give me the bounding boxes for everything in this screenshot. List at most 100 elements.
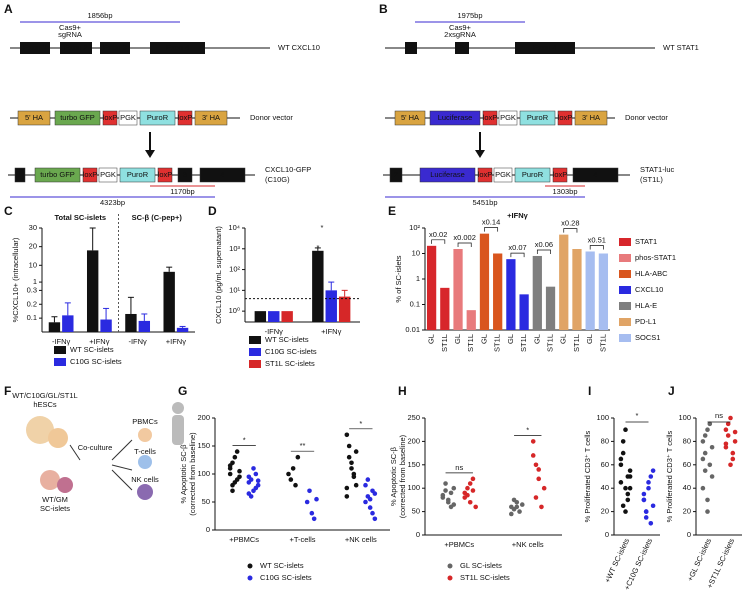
part-label: Luciferase xyxy=(438,113,473,122)
significance: ns xyxy=(715,411,723,420)
part-label: loxP xyxy=(483,113,498,122)
data-point xyxy=(530,439,536,444)
y-tick-label: 10⁰ xyxy=(229,306,240,315)
edited-part xyxy=(552,167,568,183)
bar xyxy=(176,327,189,332)
legend-marker xyxy=(249,336,261,344)
data-point xyxy=(536,467,542,472)
legend-label: C10G SC-islets xyxy=(70,357,122,366)
vector-name: Donor vector xyxy=(250,113,293,122)
exon-label: Exon 3 xyxy=(103,43,126,52)
data-point xyxy=(728,462,733,468)
y-tick-label: 60 xyxy=(683,460,691,469)
part-label: PGK xyxy=(500,113,516,122)
data-point xyxy=(700,485,706,491)
bracket xyxy=(510,252,525,258)
y-tick-label: 0 xyxy=(206,525,210,534)
part-label: 4 xyxy=(593,170,597,179)
legend-label: WT SC-islets xyxy=(265,335,309,344)
allele-name: (C10G) xyxy=(265,175,290,184)
size-label: 1856bp xyxy=(87,11,112,20)
y-axis-label: % Apoptotic SC-β xyxy=(389,446,398,506)
y-axis-label: % Proliferated CD3⁺ T cells xyxy=(583,430,592,522)
cas9-label: sgRNA xyxy=(58,30,82,39)
y-tick-label: 10⁴ xyxy=(228,223,240,232)
legend-marker xyxy=(619,238,631,246)
bar xyxy=(281,311,293,322)
part-label: 3' HA xyxy=(202,113,220,122)
y-tick-label: 200 xyxy=(197,413,210,422)
y-tick-label: 10¹ xyxy=(229,285,240,294)
data-point xyxy=(445,497,451,503)
data-point xyxy=(650,503,656,509)
donor-part xyxy=(177,110,193,126)
edited-part xyxy=(199,167,246,183)
data-point xyxy=(646,485,651,491)
data-point xyxy=(367,505,373,510)
significance: ** xyxy=(300,441,306,450)
allele-name: CXCL10-GFP xyxy=(265,165,311,174)
data-point xyxy=(234,477,240,482)
x-tick-label: +PBMCs xyxy=(444,540,474,549)
y-tick-label: 80 xyxy=(683,436,691,445)
exon-label: Exon 2 xyxy=(64,43,87,52)
size-label: 5451bp xyxy=(472,198,497,207)
part-label: PuroR xyxy=(527,113,549,122)
data-point xyxy=(725,421,731,427)
fold-label: x0.51 xyxy=(588,235,606,244)
data-point xyxy=(255,478,261,484)
legend-label: ST1L SC-islets xyxy=(460,573,510,582)
y-axis-label: % of SC-islets xyxy=(394,255,403,302)
data-point xyxy=(646,480,651,485)
exon-label: Exon 4 xyxy=(533,43,556,52)
legend-marker xyxy=(619,286,631,294)
cas9-label: 2xsgRNA xyxy=(444,30,476,39)
islet-label: SC-islets xyxy=(40,504,70,513)
y-tick-label: 0.2 xyxy=(27,299,37,308)
data-point xyxy=(353,482,359,488)
edited-part xyxy=(572,167,619,183)
data-point xyxy=(625,474,631,479)
data-point xyxy=(470,488,476,493)
data-point xyxy=(732,429,738,435)
data-point xyxy=(440,492,446,498)
probe-size: 1303bp xyxy=(552,187,577,196)
data-point xyxy=(227,463,233,468)
data-point xyxy=(290,466,296,471)
edited-part xyxy=(98,167,118,183)
part-label: PuroR xyxy=(147,113,169,122)
y-tick-label: 50 xyxy=(412,507,420,516)
legend-label: C10G SC-islets xyxy=(265,347,317,356)
bar xyxy=(268,311,280,322)
edited-part xyxy=(493,167,513,183)
data-point xyxy=(641,491,647,497)
edited-part xyxy=(419,167,476,183)
x-tick-label: ST1L xyxy=(598,334,607,352)
data-point xyxy=(451,502,457,507)
donor-part xyxy=(429,110,481,126)
panel-label: C xyxy=(4,204,13,218)
x-tick-label: -IFNγ xyxy=(265,327,284,336)
data-point xyxy=(370,510,375,516)
size-label: 4323bp xyxy=(100,198,125,207)
data-point xyxy=(533,495,539,500)
edited-part xyxy=(14,167,26,183)
legend-label: C10G SC-islets xyxy=(260,573,312,582)
x-tick-label: GL xyxy=(506,334,515,344)
bracket xyxy=(457,242,472,248)
y-tick-label: 0.01 xyxy=(405,325,420,334)
data-point xyxy=(253,485,259,491)
chart-title: +IFNγ xyxy=(507,211,528,220)
panel-label: D xyxy=(208,204,217,218)
allele-name: (ST1L) xyxy=(640,175,663,184)
data-point xyxy=(517,509,522,514)
data-point xyxy=(227,471,233,477)
legend-marker xyxy=(249,348,261,356)
probe-size: 1170bp xyxy=(170,187,194,196)
data-point xyxy=(246,474,252,480)
legend-label: SOCS1 xyxy=(635,333,660,342)
part-label: Luciferase xyxy=(430,170,465,179)
exon-label: Exon 1 xyxy=(23,43,46,52)
x-tick-label: +NK cells xyxy=(512,540,544,549)
